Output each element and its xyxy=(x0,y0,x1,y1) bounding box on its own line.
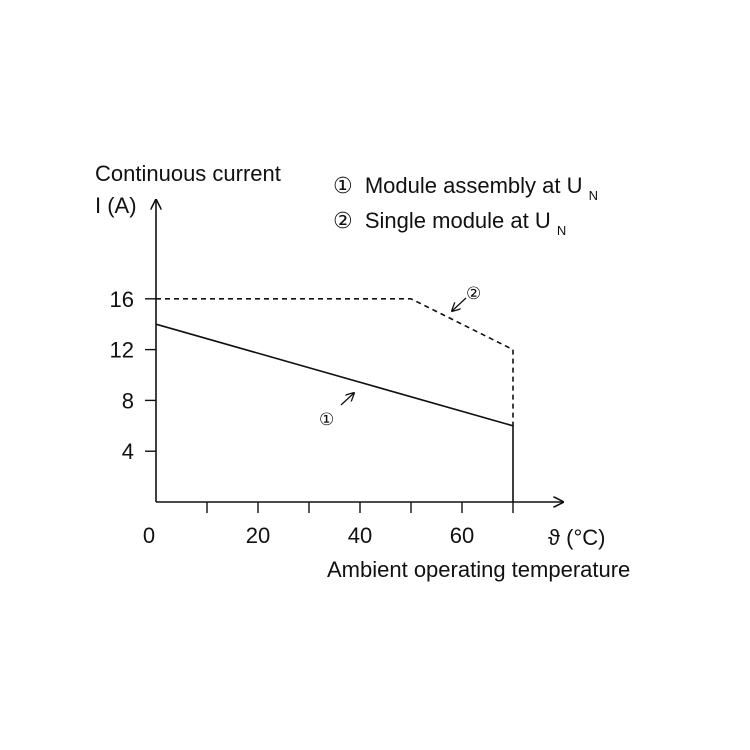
legend-item-1-marker: ① xyxy=(333,173,353,198)
legend-item-1: ① Module assembly at U N xyxy=(333,173,598,203)
series-2-line xyxy=(156,297,514,426)
legend-item-2: ② Single module at U N xyxy=(333,208,566,238)
y-ticks: 4 8 12 16 xyxy=(110,287,156,464)
series-1-callout: ① xyxy=(319,393,354,429)
y-tick-label: 4 xyxy=(122,439,134,464)
x-ticks: 0 20 40 60 xyxy=(143,502,514,548)
y-axis-label-line2: I (A) xyxy=(95,193,137,218)
legend-item-2-sub: N xyxy=(557,223,566,238)
series-1-pointer-arrow xyxy=(340,393,354,406)
x-axis-unit-label: ϑ (°C) xyxy=(548,525,605,550)
y-tick-label: 12 xyxy=(110,338,134,363)
y-axis-label-line1: Continuous current xyxy=(95,161,281,186)
legend-item-1-text: Module assembly at U xyxy=(365,173,583,198)
legend: ① Module assembly at U N ② Single module… xyxy=(333,173,598,238)
series-2-marker-label: ② xyxy=(466,284,481,303)
y-tick-label: 8 xyxy=(122,388,134,413)
x-tick-label: 60 xyxy=(450,523,474,548)
y-tick-label: 16 xyxy=(110,287,134,312)
legend-item-2-marker: ② xyxy=(333,208,353,233)
series-lines xyxy=(155,297,514,502)
series-2-pointer-arrow xyxy=(452,297,467,311)
series-1-line xyxy=(155,323,514,502)
legend-item-1-sub: N xyxy=(589,188,598,203)
x-tick-label: 40 xyxy=(348,523,372,548)
series-1-marker-label: ① xyxy=(319,410,334,429)
series-2-callout: ② xyxy=(452,284,481,311)
x-tick-label: 20 xyxy=(246,523,270,548)
x-tick-label: 0 xyxy=(143,523,155,548)
x-axis-label: Ambient operating temperature xyxy=(327,557,630,582)
legend-item-2-text: Single module at U xyxy=(365,208,551,233)
